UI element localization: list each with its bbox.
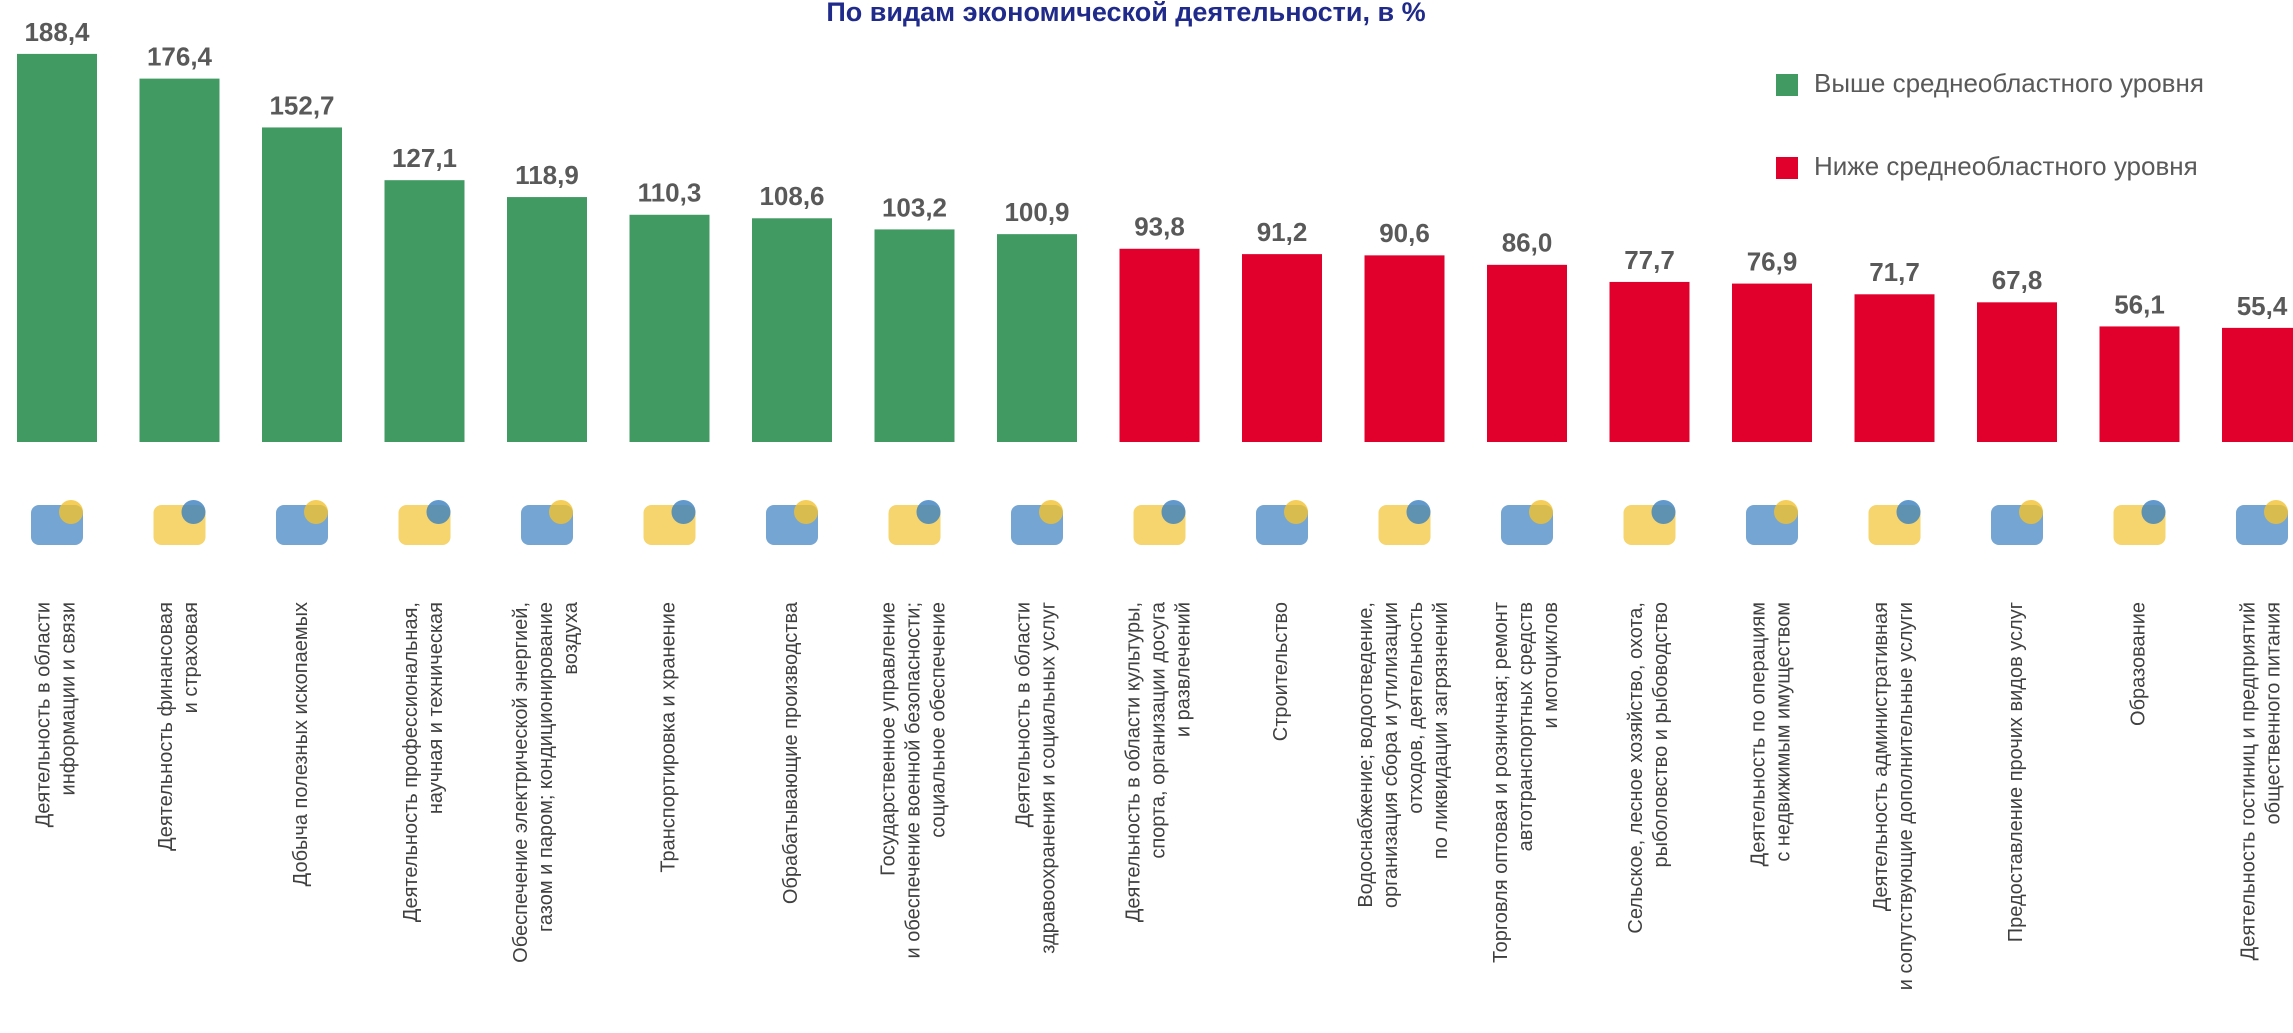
legend-label: Выше среднеобластного уровня [1814, 68, 2204, 98]
x-tick-label: Деятельность в области здравоохранения и … [1013, 602, 1060, 954]
value-label: 110,3 [638, 178, 702, 208]
icon [181, 500, 206, 524]
value-label: 152,7 [269, 90, 334, 120]
value-label: 127,1 [392, 143, 457, 173]
icon [1039, 500, 1063, 524]
bar [262, 127, 342, 443]
icon [2019, 500, 2043, 524]
icon [1651, 500, 1676, 524]
icon [1161, 500, 1186, 524]
x-tick-label: Деятельность административная и сопутству… [1870, 602, 1917, 990]
bar [1487, 264, 1567, 442]
value-label: 188,4 [24, 17, 90, 47]
x-tick-label: Образование [2128, 602, 2150, 726]
x-tick-label: Предоставление прочих видов услуг [2005, 602, 2027, 942]
value-label: 91,2 [1257, 217, 1308, 247]
value-label: 103,2 [882, 192, 947, 222]
icon [1896, 500, 1921, 524]
x-tick-label: Деятельность в области информации и связи [33, 602, 80, 827]
value-label: 71,7 [1869, 257, 1920, 287]
value-label: 90,6 [1379, 218, 1430, 248]
bar [629, 214, 710, 442]
x-tick-label: Добыча полезных ископаемых [290, 602, 312, 886]
legend-swatch [1776, 74, 1798, 96]
value-label: 77,7 [1624, 245, 1675, 275]
bar [384, 180, 465, 442]
icon [794, 500, 818, 524]
bar [507, 197, 587, 442]
icon [1284, 500, 1308, 524]
icon [671, 500, 696, 524]
icon [1406, 500, 1431, 524]
bar [1609, 281, 1690, 442]
value-label: 100,9 [1004, 197, 1069, 227]
bar [139, 78, 220, 442]
bar [1119, 248, 1200, 442]
x-tick-label: Обрабатывающие производства [780, 601, 802, 904]
value-label: 118,9 [515, 160, 579, 190]
bar [2222, 327, 2293, 442]
icon [1774, 500, 1798, 524]
x-tick-label: Государственное управление и обеспечение … [878, 602, 950, 959]
bar [1732, 283, 1812, 442]
value-label: 108,6 [759, 181, 824, 211]
icon [916, 500, 941, 524]
chart-title: По видам экономической деятельности, в % [826, 0, 1425, 27]
legend-label: Ниже среднеобластного уровня [1814, 151, 2198, 181]
value-label: 76,9 [1747, 246, 1798, 276]
bar [2099, 326, 2180, 442]
icon [426, 500, 451, 524]
x-tick-label: Деятельность финансовая и страховая [155, 602, 202, 851]
x-tick-label: Обеспечение электрической энергией, газом… [510, 601, 582, 963]
value-label: 176,4 [147, 41, 213, 71]
icon [304, 500, 328, 524]
x-tick-label: Торговля оптовая и розничная; ремонт авто… [1490, 602, 1562, 963]
x-tick-label: Деятельность по операциям с недвижимым им… [1748, 602, 1795, 866]
value-label: 67,8 [1992, 265, 2043, 295]
bar [752, 218, 832, 442]
x-tick-label: Строительство [1270, 602, 1292, 741]
bar [1854, 294, 1935, 442]
value-label: 56,1 [2114, 289, 2165, 319]
x-tick-label: Деятельность в области культуры, спорта, … [1123, 601, 1195, 922]
x-tick-label: Деятельность гостиниц и предприятий общес… [2238, 602, 2285, 960]
icon [2141, 500, 2166, 524]
icon [59, 500, 83, 524]
value-label: 93,8 [1134, 212, 1185, 242]
bar [1242, 254, 1322, 442]
icon [549, 500, 573, 524]
x-tick-label: Сельское, лесное хозяйство, охота, рыболо… [1625, 602, 1672, 934]
x-tick-label: Водоснабжение; водоотведение, организация… [1355, 602, 1452, 908]
icon [2264, 500, 2288, 524]
icon [1529, 500, 1553, 524]
bar [1364, 255, 1445, 442]
value-label: 55,4 [2237, 291, 2288, 321]
x-tick-label: Транспортировка и хранение [658, 602, 680, 873]
bar [1977, 302, 2057, 442]
bar [997, 234, 1077, 442]
legend-swatch [1776, 157, 1798, 179]
bar [874, 229, 955, 442]
x-tick-label: Деятельность профессиональная, научная и … [400, 602, 447, 922]
bar [17, 53, 97, 443]
value-label: 86,0 [1502, 228, 1553, 258]
